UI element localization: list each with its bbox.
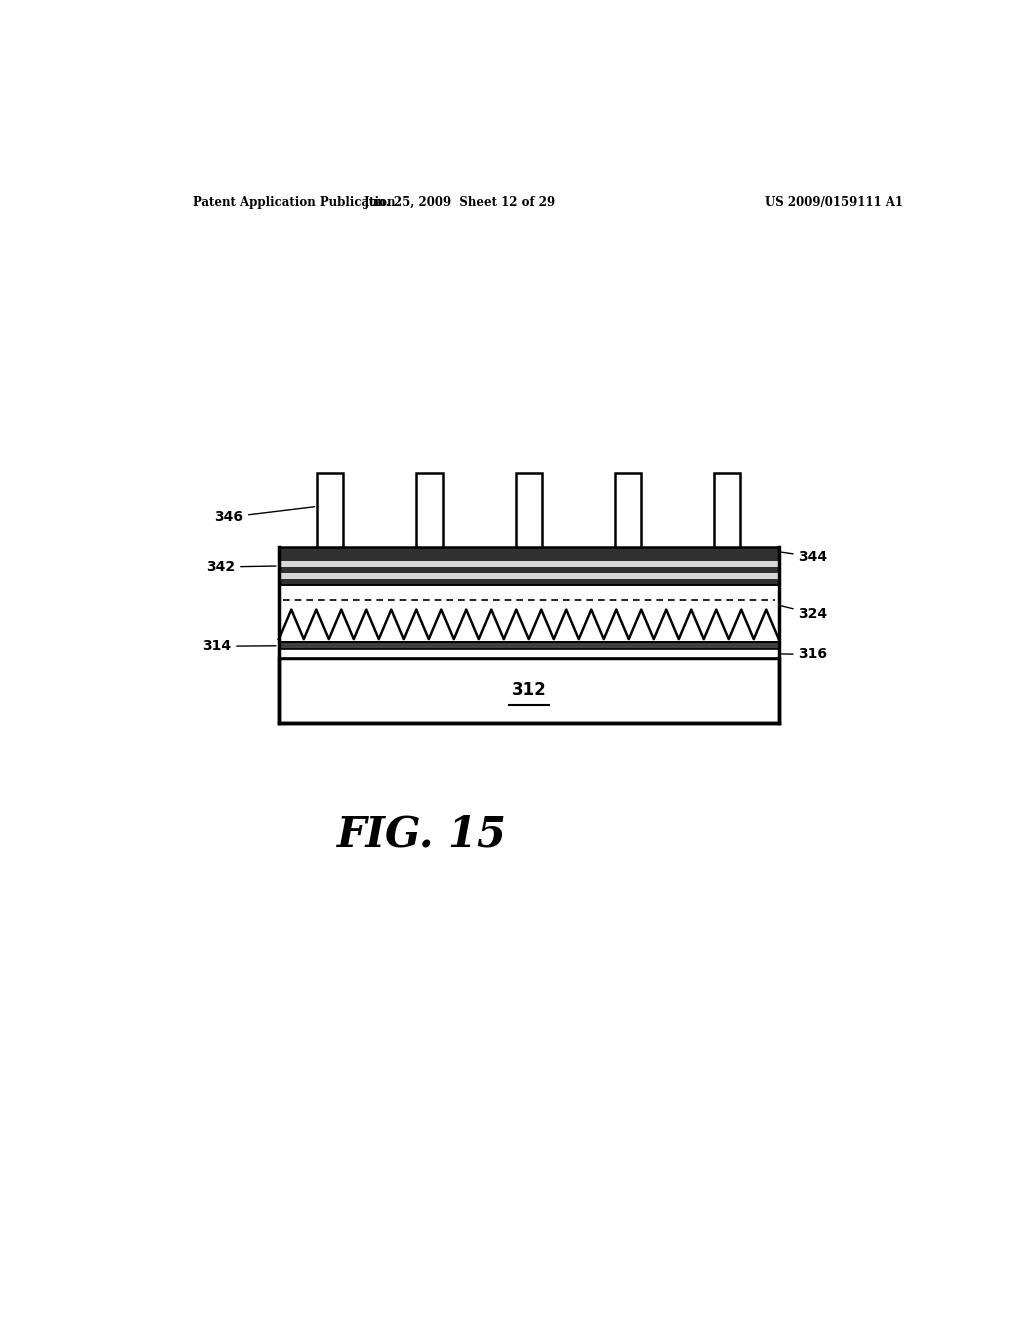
Bar — [279, 643, 778, 649]
Bar — [317, 474, 343, 546]
Bar — [279, 649, 778, 659]
Text: 346: 346 — [214, 507, 314, 524]
Text: US 2009/0159111 A1: US 2009/0159111 A1 — [765, 195, 903, 209]
Bar — [279, 561, 778, 568]
Bar — [279, 659, 778, 722]
Bar — [714, 474, 740, 546]
Text: Jun. 25, 2009  Sheet 12 of 29: Jun. 25, 2009 Sheet 12 of 29 — [364, 195, 556, 209]
Text: 312: 312 — [511, 681, 546, 700]
Bar — [279, 568, 778, 573]
Text: 342: 342 — [206, 560, 276, 574]
Bar — [279, 546, 778, 561]
Text: 344: 344 — [781, 550, 827, 564]
Bar — [279, 579, 778, 585]
Text: 316: 316 — [781, 647, 827, 661]
Text: FIG. 15: FIG. 15 — [337, 813, 507, 855]
Bar — [279, 585, 778, 643]
Bar — [614, 474, 641, 546]
Bar — [516, 474, 542, 546]
Text: 314: 314 — [202, 639, 276, 653]
Bar — [279, 573, 778, 579]
Bar — [417, 474, 442, 546]
Text: 324: 324 — [781, 606, 827, 620]
Text: Patent Application Publication: Patent Application Publication — [194, 195, 395, 209]
